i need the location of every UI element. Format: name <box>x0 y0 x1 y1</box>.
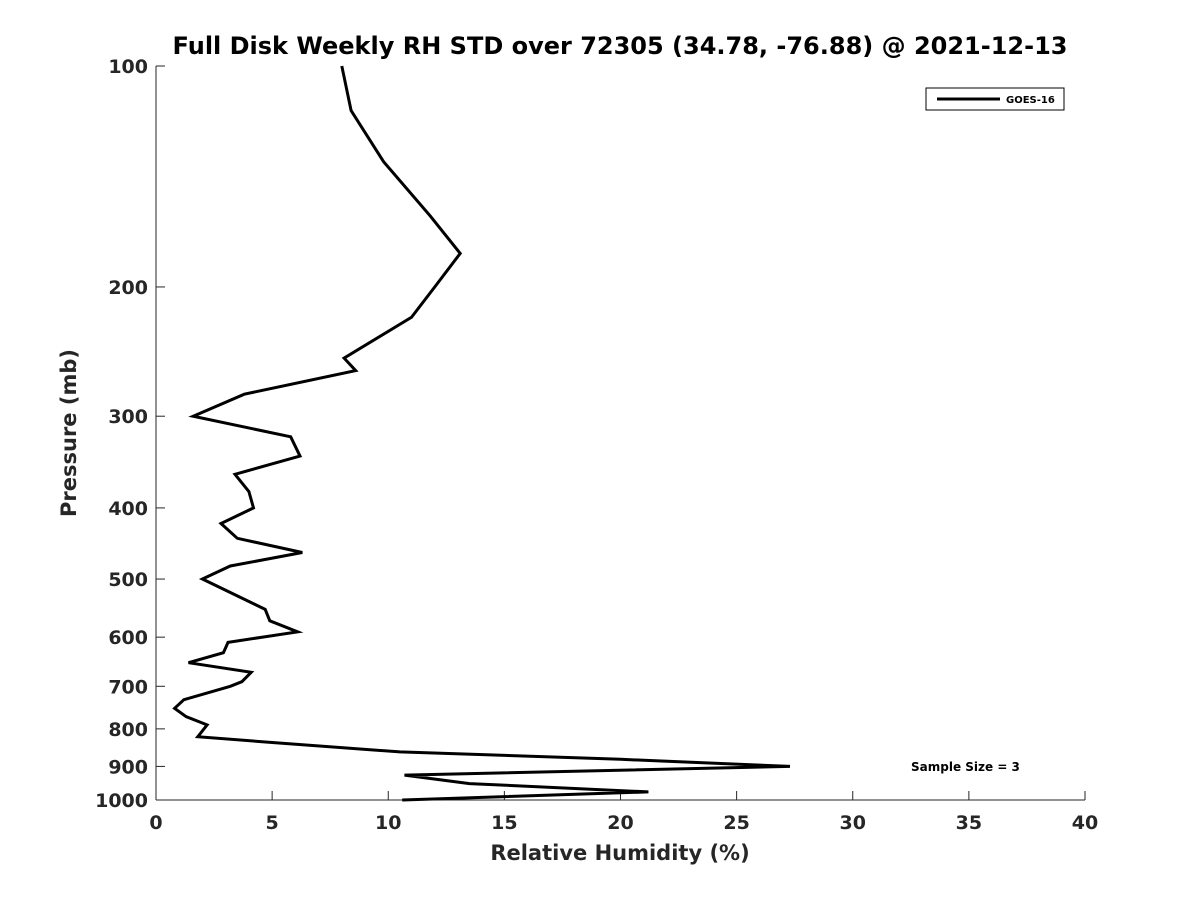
y-tick-label: 900 <box>108 756 148 778</box>
y-tick-label: 400 <box>108 498 148 520</box>
legend-entry-label: GOES-16 <box>1006 95 1055 106</box>
y-tick-label: 600 <box>108 627 148 649</box>
x-tick-label: 40 <box>1072 812 1098 834</box>
y-axis-ticks: 100 200 300 400 500 600 700 800 900 1000 <box>95 56 165 812</box>
x-tick-label: 25 <box>723 812 749 834</box>
x-tick-label: 5 <box>266 812 279 834</box>
y-tick-label: 800 <box>108 719 148 741</box>
sample-size-annotation: Sample Size = 3 <box>911 760 1020 774</box>
x-tick-label: 35 <box>956 812 982 834</box>
chart-title: Full Disk Weekly RH STD over 72305 (34.7… <box>173 32 1068 60</box>
y-tick-label: 200 <box>108 277 148 299</box>
series-line-goes-16 <box>172 65 791 802</box>
y-tick-label: 1000 <box>95 790 148 812</box>
y-tick-label: 700 <box>108 676 148 698</box>
y-tick-label: 500 <box>108 569 148 591</box>
x-axis-label: Relative Humidity (%) <box>490 841 749 865</box>
series-lines <box>172 65 791 802</box>
x-tick-label: 10 <box>375 812 401 834</box>
legend: GOES-16 <box>925 87 1065 111</box>
x-tick-label: 20 <box>607 812 633 834</box>
y-axis-label: Pressure (mb) <box>57 349 81 517</box>
x-tick-label: 0 <box>149 812 162 834</box>
x-axis-ticks: 0 5 10 15 20 25 30 35 40 <box>149 791 1098 834</box>
x-tick-label: 30 <box>840 812 866 834</box>
x-tick-label: 15 <box>491 812 517 834</box>
y-tick-label: 100 <box>108 56 148 78</box>
y-tick-label: 300 <box>108 406 148 428</box>
